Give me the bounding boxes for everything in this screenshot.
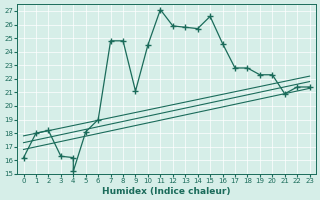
X-axis label: Humidex (Indice chaleur): Humidex (Indice chaleur): [102, 187, 231, 196]
